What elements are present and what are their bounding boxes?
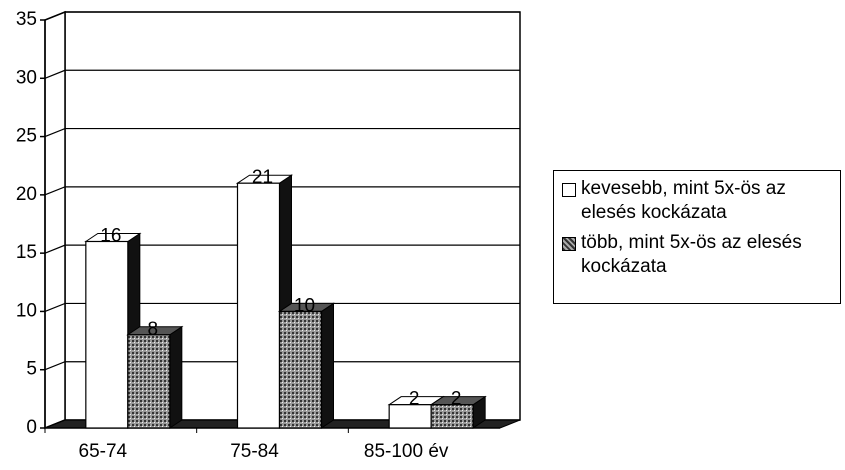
y-tick-label: 5: [26, 359, 37, 380]
value-label: 2: [451, 389, 462, 410]
y-tick-label: 0: [26, 417, 37, 438]
y-tick-label: 35: [16, 9, 37, 30]
legend-swatch: [562, 237, 576, 251]
y-tick-label: 30: [16, 67, 37, 88]
grid-line: [44, 186, 520, 196]
value-label: 10: [294, 295, 315, 316]
y-tick-label: 25: [16, 126, 37, 147]
grid-line: [44, 361, 520, 371]
x-tick-label: 85-100 év: [364, 441, 449, 462]
bar: [126, 325, 184, 429]
legend-label: több, mint 5x-ös az elesés kockázata: [581, 232, 802, 277]
grid-line: [44, 11, 520, 21]
grid-line: [44, 419, 520, 429]
grid-line: [44, 302, 520, 312]
bar-front: [85, 240, 129, 429]
y-tick-label: 20: [16, 184, 37, 205]
y-tick-label: 10: [16, 300, 37, 321]
bar-side: [169, 325, 183, 429]
x-tick-label: 75-84: [230, 441, 279, 462]
bar-front: [278, 310, 323, 429]
bar-side: [321, 302, 334, 429]
x-tick-label: 65-74: [79, 441, 128, 462]
value-label: 2: [409, 389, 420, 410]
bar-front: [236, 182, 281, 429]
value-label: 16: [100, 226, 121, 247]
legend-label: kevesebb, mint 5x-ös az elesés kockázata: [581, 178, 786, 223]
y-tick-label: 15: [16, 242, 37, 263]
legend-item: kevesebb, mint 5x-ös az elesés kockázata: [562, 177, 832, 225]
grid-line: [44, 244, 520, 254]
bar-front: [430, 404, 474, 429]
grid-line: [44, 127, 520, 138]
value-label: 8: [148, 319, 159, 340]
value-label: 21: [252, 167, 273, 188]
bar: [277, 302, 336, 429]
legend-swatch: [562, 183, 576, 197]
legend-item: több, mint 5x-ös az elesés kockázata: [562, 231, 832, 279]
grid-line: [44, 69, 520, 79]
legend: kevesebb, mint 5x-ös az elesés kockázata…: [553, 170, 841, 304]
bar: [429, 395, 487, 429]
bar-front: [127, 334, 171, 429]
